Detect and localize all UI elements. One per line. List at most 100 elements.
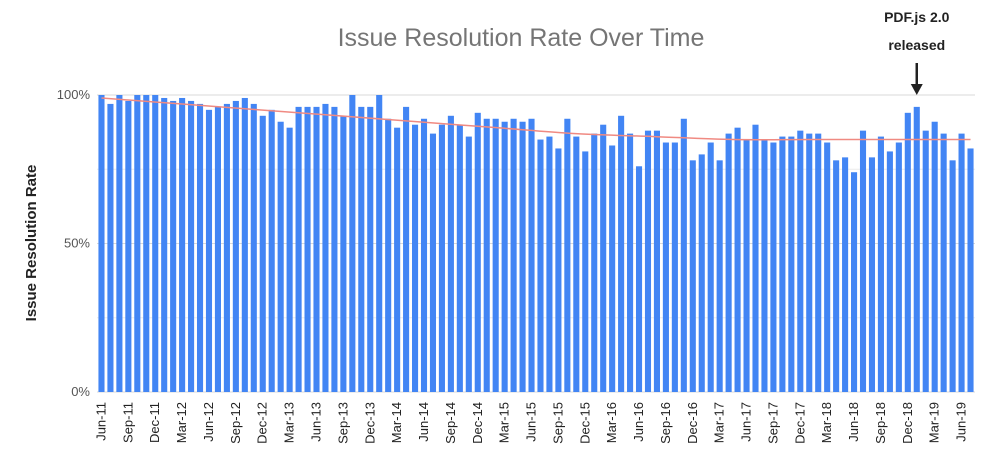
bar (528, 118, 535, 392)
bar (143, 95, 150, 392)
bar (447, 115, 454, 392)
bar (376, 95, 383, 392)
bar (196, 103, 204, 392)
bar (627, 133, 634, 393)
bar (205, 109, 213, 392)
bar (152, 95, 159, 392)
bar (886, 151, 893, 392)
bar (680, 118, 687, 392)
x-tick-label: Dec-15 (577, 402, 592, 444)
x-tick-label: Dec-14 (470, 402, 485, 444)
bar (250, 103, 257, 392)
bar (895, 142, 902, 392)
x-tick-label: Sep-12 (228, 402, 243, 444)
bar (340, 115, 347, 392)
bar (653, 130, 660, 392)
bar (573, 136, 580, 392)
bar (761, 139, 768, 392)
bar (214, 106, 221, 392)
bar (170, 100, 177, 392)
bar (644, 130, 652, 392)
x-tick-label: Mar-14 (389, 402, 404, 443)
bar (707, 142, 714, 392)
bar (474, 112, 481, 392)
bar (662, 142, 669, 392)
x-tick-label: Jun-11 (93, 402, 108, 441)
bars (98, 95, 974, 393)
bar (752, 124, 759, 392)
bar (564, 118, 571, 392)
x-tick-label: Jun-19 (954, 402, 969, 442)
annotation-arrowhead (910, 84, 923, 95)
bar (161, 97, 168, 392)
x-tick-label: Sep-17 (765, 402, 780, 444)
x-tick-label: Jun-13 (309, 402, 324, 442)
bar (465, 136, 472, 392)
bar (788, 136, 795, 392)
bar (770, 142, 777, 392)
bar (429, 133, 437, 393)
bar (635, 166, 643, 392)
y-tick-label: 0% (71, 384, 90, 399)
bar (940, 133, 947, 393)
bar (420, 118, 428, 392)
bar (815, 133, 822, 393)
bar (188, 100, 195, 392)
bar (734, 127, 741, 393)
x-tick-label: Sep-11 (120, 402, 135, 443)
x-tick-label: Mar-19 (927, 402, 942, 443)
bar (349, 95, 356, 392)
bar (456, 124, 463, 392)
bar (519, 121, 526, 392)
x-tick-label: Dec-13 (362, 402, 377, 444)
y-tick-label: 50% (64, 236, 90, 251)
x-tick-label: Mar-15 (497, 402, 512, 443)
bar (331, 106, 338, 392)
bar (286, 127, 293, 393)
y-axis-label: Issue Resolution Rate (23, 165, 40, 322)
bar (223, 103, 230, 392)
bar (501, 121, 508, 392)
bar (179, 97, 186, 392)
trend-line (101, 97, 971, 141)
bar (824, 142, 831, 392)
bar (134, 95, 141, 392)
bar (107, 103, 114, 392)
bar (851, 172, 858, 392)
x-tick-label: Sep-13 (335, 402, 350, 444)
bar (358, 106, 365, 392)
bar (716, 160, 723, 392)
bar (904, 112, 911, 392)
bar (842, 157, 849, 392)
x-tick-labels: Jun-11 Sep-11 Dec-11 Mar-12 Jun-12 Sep-12 Dec-… (93, 402, 968, 444)
bar (322, 103, 329, 392)
x-tick-label: Dec-16 (685, 402, 700, 444)
bar (259, 115, 266, 392)
bar (913, 106, 920, 392)
x-tick-label: Jun-17 (739, 402, 754, 442)
bar (698, 154, 705, 392)
bar (412, 124, 419, 392)
x-tick-label: Sep-15 (550, 402, 565, 444)
x-tick-label: Sep-16 (658, 402, 673, 444)
bar (483, 118, 490, 392)
bar (403, 106, 410, 392)
bar (949, 160, 956, 392)
x-tick-label: Mar-17 (712, 402, 727, 443)
x-tick-label: Dec-11 (147, 402, 162, 443)
bar (268, 109, 275, 392)
bar (689, 160, 696, 392)
bar (806, 133, 813, 393)
bar (367, 106, 374, 392)
x-tick-label: Dec-18 (900, 402, 915, 444)
bar (725, 133, 732, 393)
bar (385, 118, 392, 392)
bar (931, 121, 938, 392)
bar (958, 133, 965, 393)
x-tick-label: Dec-12 (255, 402, 270, 444)
x-tick-label: Jun-16 (631, 402, 646, 442)
bar (116, 95, 123, 392)
x-tick-label: Jun-12 (201, 402, 216, 442)
bar (922, 130, 929, 392)
